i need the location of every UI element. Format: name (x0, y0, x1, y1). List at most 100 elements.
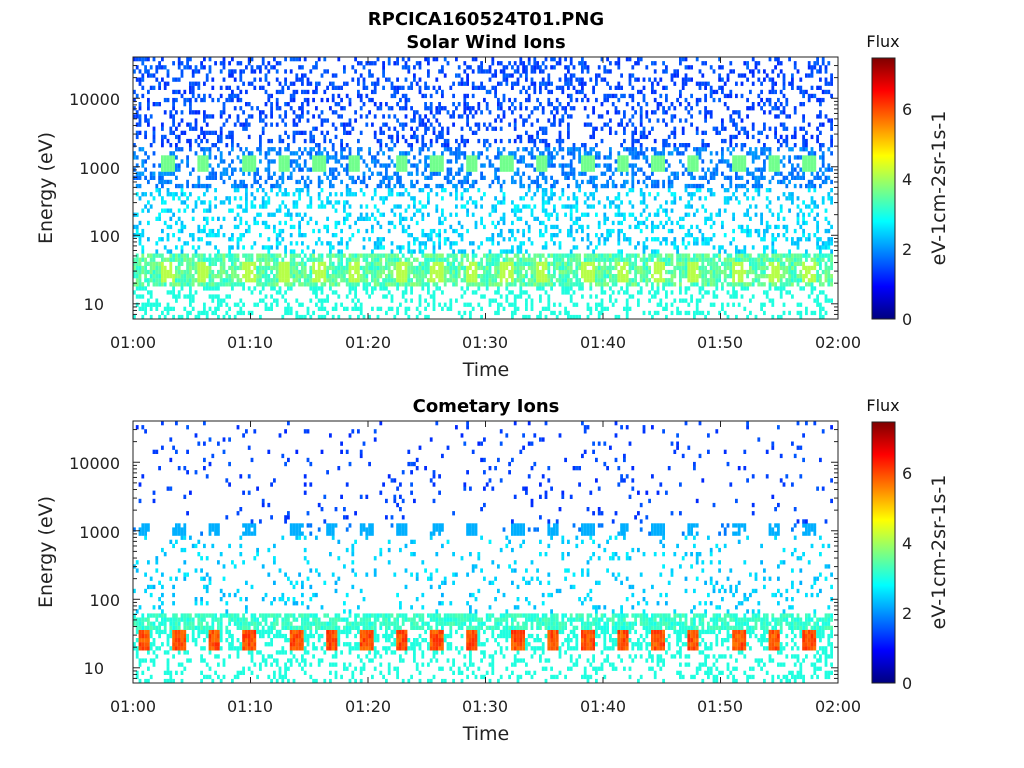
heatmap-cell (631, 171, 635, 176)
heatmap-cell (278, 106, 282, 111)
heatmap-cell (393, 183, 397, 189)
heatmap-cell (667, 183, 671, 189)
heatmap-cell (326, 241, 329, 246)
heatmap-cell (469, 241, 472, 246)
heatmap-cell (460, 286, 464, 291)
heatmap-cell (186, 282, 189, 287)
heatmap-cell (334, 290, 338, 295)
heatmap-cell (471, 179, 475, 185)
heatmap-cell (175, 147, 178, 152)
heatmap-cell (424, 159, 427, 164)
heatmap-cell (228, 151, 231, 156)
heatmap-cell (651, 147, 654, 152)
heatmap-cell (679, 159, 682, 164)
heatmap-cell (581, 159, 584, 164)
heatmap-cell (180, 200, 184, 205)
heatmap-cell (446, 167, 450, 172)
heatmap-cell (471, 159, 475, 164)
heatmap-cell (455, 253, 458, 258)
heatmap-cell (323, 224, 327, 230)
heatmap-cell (541, 77, 545, 82)
heatmap-cell (217, 253, 220, 258)
heatmap-cell (404, 159, 408, 164)
heatmap-cell (379, 245, 383, 250)
heatmap-cell (567, 278, 570, 283)
heatmap-cell (362, 265, 366, 271)
heatmap-cell (662, 179, 665, 185)
heatmap-cell (312, 253, 315, 258)
heatmap-cell (135, 269, 139, 275)
heatmap-cell (371, 212, 374, 217)
heatmap-cell (329, 81, 332, 86)
heatmap-cell (418, 249, 422, 254)
heatmap-cell (497, 261, 500, 266)
heatmap-cell (368, 110, 371, 115)
heatmap-cell (432, 159, 436, 164)
heatmap-cell (329, 253, 332, 258)
heatmap-cell (315, 220, 318, 226)
heatmap-cell (446, 306, 450, 311)
heatmap-cell (331, 261, 335, 266)
heatmap-cell (354, 155, 357, 160)
heatmap-cell (343, 204, 346, 209)
heatmap-cell (242, 167, 245, 172)
heatmap-cell (228, 73, 231, 78)
heatmap-cell (586, 253, 590, 258)
heatmap-cell (483, 224, 486, 230)
heatmap-cell (183, 241, 187, 246)
heatmap-cell (586, 204, 590, 209)
heatmap-cell (421, 216, 425, 221)
heatmap-cell (301, 89, 304, 95)
heatmap-cell (690, 274, 693, 279)
heatmap-cell (525, 147, 528, 152)
heatmap-cell (270, 93, 273, 99)
heatmap-cell (569, 163, 573, 168)
heatmap-cell (382, 73, 385, 78)
heatmap-cell (653, 167, 657, 172)
heatmap-cell (589, 77, 593, 82)
heatmap-cell (410, 282, 413, 287)
heatmap-cell (427, 183, 430, 189)
heatmap-cell (533, 167, 537, 172)
heatmap-cell (623, 179, 626, 185)
heatmap-cell (670, 114, 674, 119)
heatmap-cell (614, 183, 618, 189)
heatmap-cell (351, 179, 355, 185)
heatmap-cell (424, 204, 427, 209)
heatmap-cell (236, 114, 240, 119)
heatmap-cell (648, 192, 651, 197)
heatmap-cell (320, 306, 324, 311)
heatmap-cell (625, 155, 629, 160)
heatmap-cell (259, 143, 262, 148)
heatmap-cell (606, 167, 609, 172)
heatmap-cell (547, 302, 551, 307)
heatmap-cell (435, 110, 439, 115)
heatmap-cell (606, 265, 609, 271)
heatmap-cell (345, 143, 349, 148)
heatmap-cell (320, 110, 324, 115)
heatmap-cell (340, 114, 343, 119)
heatmap-cell (592, 110, 595, 115)
heatmap-cell (424, 122, 427, 127)
heatmap-cell (435, 274, 439, 279)
heatmap-cell (511, 228, 514, 234)
heatmap-cell (441, 163, 444, 168)
heatmap-cell (505, 249, 509, 254)
heatmap-cell (287, 274, 290, 279)
heatmap-cell (567, 147, 570, 152)
heatmap-cell (261, 130, 265, 135)
heatmap-cell (382, 65, 385, 70)
heatmap-cell (656, 265, 660, 271)
heatmap-cell (270, 147, 273, 152)
heatmap-cell (211, 269, 215, 275)
heatmap-cell (354, 306, 357, 311)
heatmap-cell (670, 179, 674, 185)
heatmap-cell (250, 245, 254, 250)
heatmap-cell (432, 228, 436, 234)
heatmap-cell (247, 257, 251, 262)
heatmap-cell (693, 192, 696, 197)
heatmap-cell (208, 163, 212, 168)
heatmap-cell (281, 261, 285, 266)
heatmap-cell (421, 122, 425, 127)
heatmap-cell (343, 253, 346, 258)
